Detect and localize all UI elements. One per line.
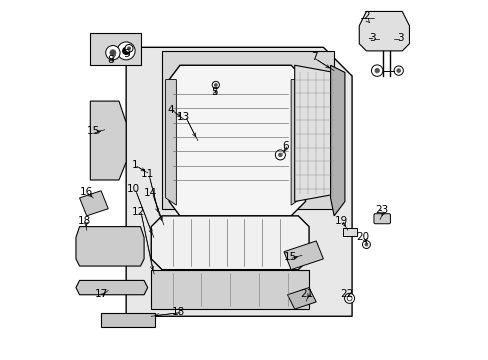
Text: 11: 11	[141, 169, 154, 179]
Circle shape	[110, 50, 116, 55]
Text: 19: 19	[334, 216, 347, 226]
Polygon shape	[126, 47, 351, 316]
Circle shape	[344, 293, 354, 303]
Polygon shape	[359, 12, 408, 51]
Circle shape	[127, 47, 130, 50]
Text: 18: 18	[172, 307, 185, 317]
Text: 7: 7	[310, 51, 317, 62]
Polygon shape	[151, 216, 308, 270]
Text: 23: 23	[375, 206, 388, 216]
Polygon shape	[162, 51, 333, 209]
FancyBboxPatch shape	[373, 214, 389, 224]
Text: 13: 13	[177, 112, 190, 122]
Circle shape	[346, 296, 351, 301]
Text: 4: 4	[167, 105, 174, 115]
Circle shape	[275, 150, 285, 160]
Text: 12: 12	[132, 207, 145, 217]
Circle shape	[278, 153, 282, 157]
Text: 6: 6	[282, 141, 288, 151]
Text: 8: 8	[107, 55, 113, 65]
Circle shape	[364, 243, 367, 246]
Text: 1: 1	[132, 160, 139, 170]
Circle shape	[212, 81, 219, 89]
Text: 20: 20	[356, 232, 368, 242]
Text: 14: 14	[143, 188, 157, 198]
Polygon shape	[330, 65, 344, 216]
Circle shape	[125, 44, 133, 52]
Polygon shape	[76, 280, 147, 295]
Text: 3: 3	[368, 33, 375, 43]
Polygon shape	[165, 80, 176, 205]
Text: 2: 2	[363, 12, 369, 22]
Polygon shape	[90, 101, 126, 180]
Circle shape	[396, 69, 400, 72]
Circle shape	[374, 68, 379, 73]
Text: 10: 10	[126, 184, 140, 194]
Circle shape	[362, 240, 369, 248]
Text: 5: 5	[210, 87, 217, 97]
Polygon shape	[90, 33, 140, 65]
Text: 22: 22	[339, 289, 353, 299]
Text: 3: 3	[396, 33, 403, 43]
Text: 15: 15	[283, 252, 296, 262]
FancyBboxPatch shape	[343, 228, 356, 235]
Polygon shape	[169, 65, 305, 216]
Text: 18: 18	[78, 216, 91, 226]
Polygon shape	[287, 288, 316, 309]
Text: 16: 16	[80, 187, 93, 197]
Circle shape	[117, 42, 135, 60]
Polygon shape	[101, 313, 155, 327]
Polygon shape	[284, 241, 323, 270]
Circle shape	[122, 47, 129, 54]
Polygon shape	[294, 65, 333, 202]
Polygon shape	[76, 226, 144, 266]
Text: 15: 15	[86, 126, 100, 136]
Polygon shape	[290, 80, 301, 205]
Circle shape	[371, 65, 382, 76]
Polygon shape	[80, 191, 108, 216]
Circle shape	[214, 84, 217, 86]
Text: 17: 17	[94, 289, 107, 299]
Text: 21: 21	[300, 289, 313, 299]
Circle shape	[105, 45, 120, 60]
Text: 9: 9	[123, 49, 130, 59]
Polygon shape	[151, 270, 308, 309]
Circle shape	[393, 66, 403, 75]
